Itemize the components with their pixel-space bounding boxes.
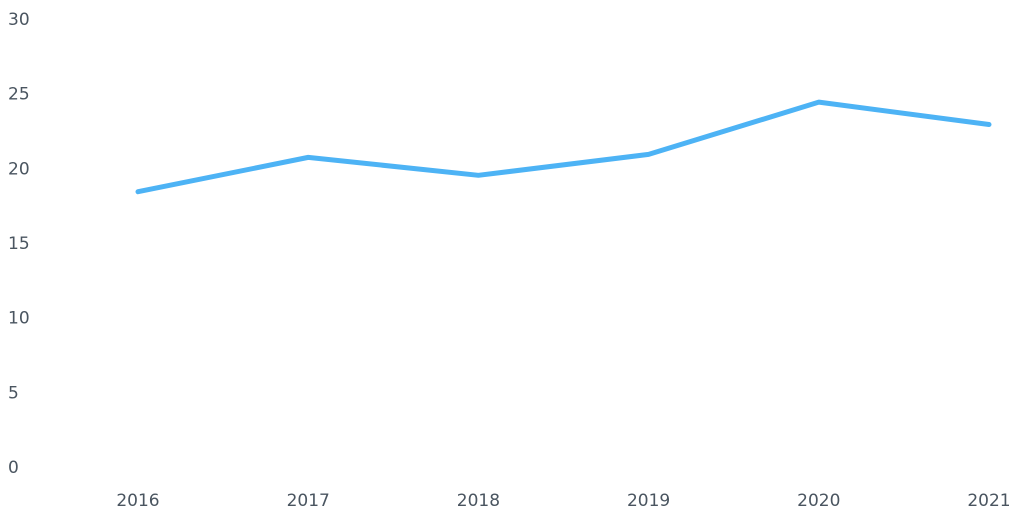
x-tick-label: 2018: [457, 491, 500, 511]
x-tick-label: 2020: [797, 491, 840, 511]
x-tick-label: 2021: [967, 491, 1010, 511]
y-tick-label: 25: [8, 85, 30, 105]
x-tick-label: 2019: [627, 491, 670, 511]
x-tick-label: 2017: [287, 491, 330, 511]
y-tick-label: 15: [8, 234, 30, 254]
x-tick-label: 2016: [116, 491, 159, 511]
line-series: [135, 99, 992, 195]
y-tick-label: 0: [8, 458, 19, 478]
y-tick-label: 10: [8, 309, 30, 329]
y-tick-label: 5: [8, 383, 19, 403]
y-tick-label: 20: [8, 159, 30, 179]
y-tick-label: 30: [8, 10, 30, 30]
